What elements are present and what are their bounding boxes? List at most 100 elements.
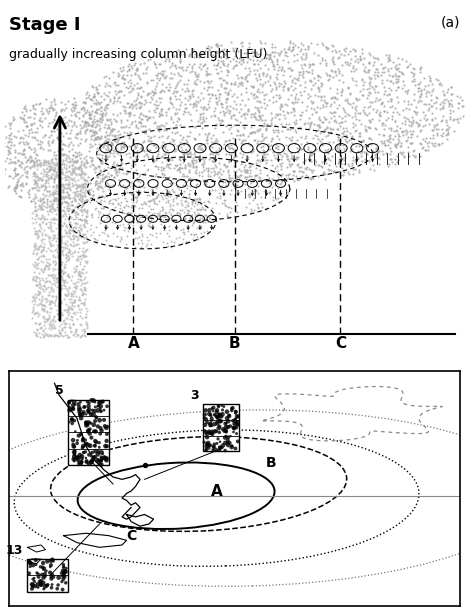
Point [123,168,130,178]
Point [292,89,300,99]
Point [228,140,235,150]
Point [202,445,210,455]
Point [405,151,413,161]
Point [314,171,322,180]
Point [222,149,229,159]
Point [234,417,241,427]
Point [119,62,127,72]
Point [75,150,83,160]
Point [50,120,57,130]
Point [56,224,64,233]
Point [30,158,38,167]
Point [162,110,170,120]
Point [36,275,44,284]
Point [290,105,297,114]
Point [284,180,292,190]
Point [104,80,112,90]
Point [103,172,111,181]
Point [135,124,142,133]
Point [219,56,227,66]
Point [73,208,81,218]
Point [127,77,134,87]
Point [113,148,121,158]
Point [46,329,54,339]
Point [105,116,113,125]
Point [272,180,279,190]
Point [344,98,352,108]
Point [52,214,60,224]
Point [43,315,51,325]
Point [245,63,253,72]
Point [87,152,94,162]
Point [82,211,90,221]
Point [53,158,61,167]
Point [57,194,64,204]
Point [88,94,95,104]
Point [20,110,27,120]
Point [0,135,8,144]
Point [33,264,40,273]
Point [62,250,70,260]
Point [71,247,78,256]
Point [439,111,447,121]
Point [64,171,71,180]
Point [171,83,179,93]
Point [321,126,329,136]
Point [188,157,195,167]
Point [38,110,46,119]
Point [122,121,129,131]
Point [29,160,36,170]
Point [97,91,104,100]
Point [64,332,72,342]
Point [50,231,57,241]
Point [207,42,215,52]
Point [50,105,57,114]
Point [246,140,254,150]
Point [62,238,69,248]
Point [68,196,76,206]
Point [46,219,54,229]
Point [383,90,391,99]
Point [55,244,62,253]
Point [82,453,90,463]
Point [59,323,66,333]
Point [77,225,84,234]
Point [74,456,82,466]
Point [93,115,100,125]
Point [403,88,410,97]
Point [60,294,67,304]
Point [32,229,40,239]
Point [146,97,154,107]
Point [293,153,301,163]
Point [326,124,334,133]
Point [77,196,85,206]
Point [36,159,43,169]
Point [132,143,140,152]
Point [172,104,180,113]
Point [348,138,356,148]
Point [246,66,254,76]
Point [375,153,383,163]
Point [251,135,259,144]
Point [343,57,351,66]
Point [364,102,372,111]
Point [152,183,160,193]
Point [37,579,45,589]
Point [113,160,120,169]
Point [69,205,76,215]
Point [259,135,267,145]
Point [213,136,220,146]
Point [29,273,36,283]
Point [64,213,72,223]
Point [70,140,77,150]
Point [118,158,125,167]
Point [434,124,441,134]
Point [372,65,380,74]
Point [91,441,99,451]
Point [289,98,297,108]
Point [29,218,36,228]
Point [65,209,73,219]
Point [56,241,64,250]
Point [55,288,63,298]
Point [65,139,73,149]
